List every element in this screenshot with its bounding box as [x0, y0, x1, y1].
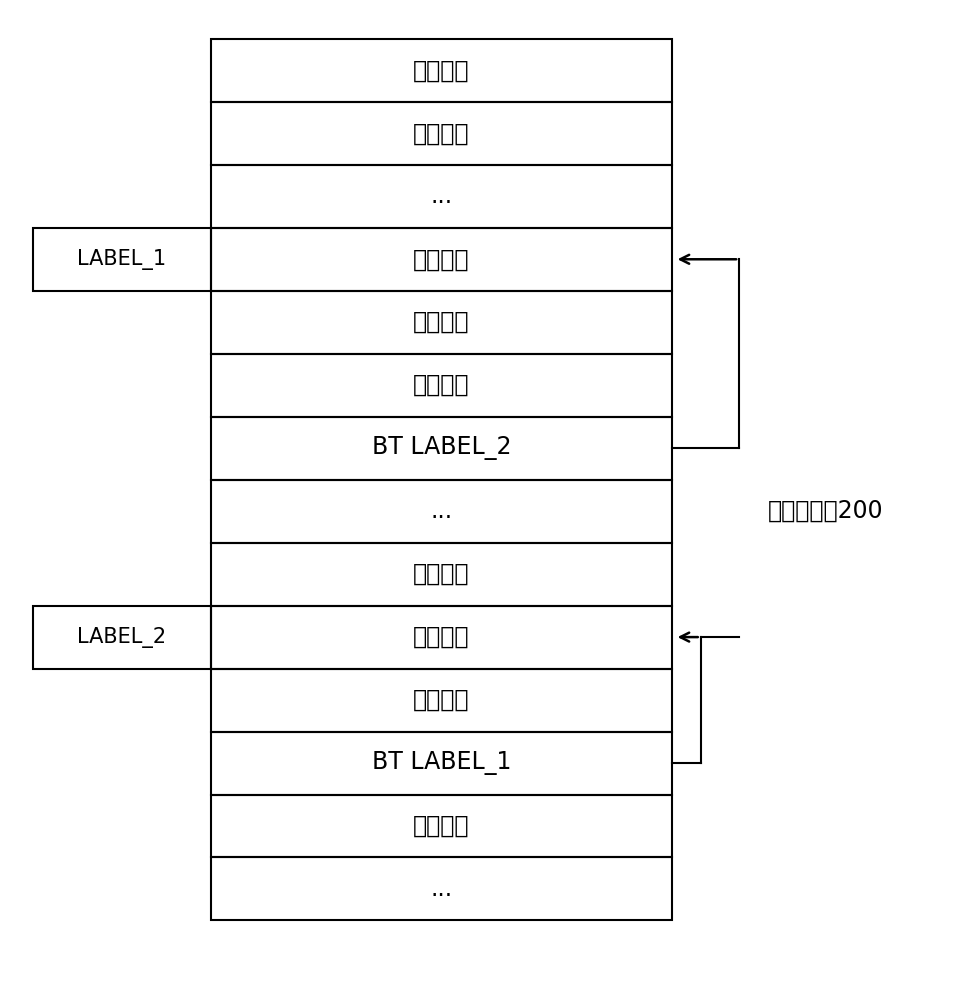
Bar [210, 165, 672, 228]
Bar [210, 228, 672, 291]
Bar [33, 228, 210, 291]
Text: ...: ... [430, 877, 453, 901]
Text: 顺序指令: 顺序指令 [413, 625, 470, 649]
Bar [210, 291, 672, 354]
Text: BT LABEL_2: BT LABEL_2 [371, 436, 511, 460]
Bar [33, 606, 210, 669]
Text: BT LABEL_1: BT LABEL_1 [371, 751, 511, 775]
Text: ...: ... [430, 499, 453, 523]
Text: 顺序指令: 顺序指令 [413, 247, 470, 271]
Text: 顺序指令: 顺序指令 [413, 121, 470, 145]
Text: LABEL_2: LABEL_2 [78, 627, 167, 648]
Text: 顺序指令: 顺序指令 [413, 814, 470, 838]
Bar [210, 417, 672, 480]
Bar [210, 606, 672, 669]
Text: 顺序指令: 顺序指令 [413, 688, 470, 712]
Bar [210, 354, 672, 417]
Text: 顺序指令: 顺序指令 [413, 373, 470, 397]
Bar [210, 795, 672, 857]
Text: 顺序指令: 顺序指令 [413, 310, 470, 334]
Bar [210, 543, 672, 606]
Text: ...: ... [430, 184, 453, 208]
Bar [210, 102, 672, 165]
Bar [210, 857, 672, 920]
Text: 顺序指令: 顺序指令 [413, 562, 470, 586]
Bar [210, 39, 672, 102]
Bar [210, 669, 672, 732]
Bar [210, 732, 672, 795]
Text: LABEL_1: LABEL_1 [78, 249, 167, 270]
Text: 顺序指令: 顺序指令 [413, 58, 470, 82]
Bar [210, 480, 672, 543]
Text: 指令循环体200: 指令循环体200 [767, 499, 884, 523]
